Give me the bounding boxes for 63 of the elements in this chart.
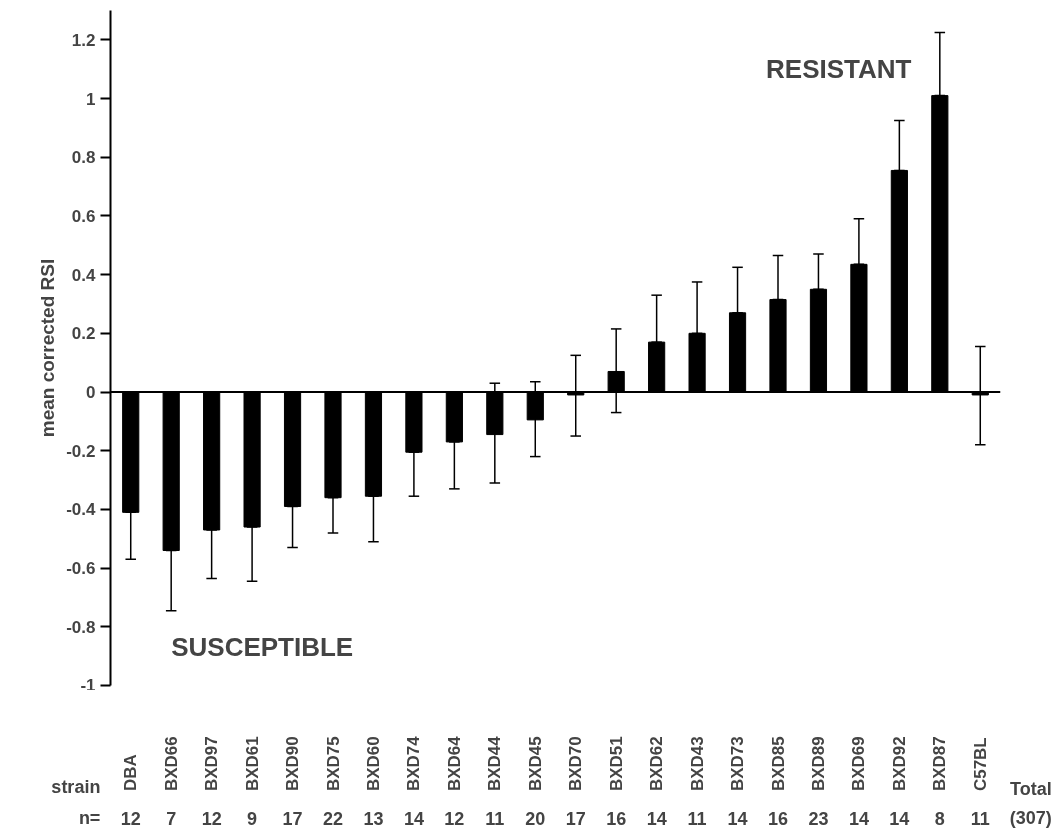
text: 11 [687, 808, 707, 829]
y-tick-label: 0.4 [71, 265, 97, 285]
x-tick-label: BXD60 [363, 736, 383, 792]
text: 20 [525, 808, 546, 829]
x-tick-label: BXD44 [485, 735, 505, 792]
x-tick-label: BXD75 [323, 736, 343, 792]
x-tick-label: DBA [121, 754, 141, 792]
text: Total [1010, 779, 1052, 800]
x-tick-label: BXD45 [525, 736, 545, 792]
text: 23 [808, 808, 829, 829]
text: 17 [282, 808, 303, 829]
x-tick-label: BXD66 [161, 736, 181, 792]
y-tick-label: 0.2 [71, 324, 96, 344]
x-axis-title: strain [51, 776, 101, 797]
y-tick-label: -0.4 [66, 500, 97, 520]
x-tick-label: BXD43 [687, 736, 707, 792]
x-tick-label: BXD74 [404, 735, 424, 792]
x-tick-label: BXD69 [849, 736, 869, 792]
y-tick-label: -0.6 [66, 559, 96, 579]
y-tick-label: 1 [86, 89, 96, 109]
x-tick-label: BXD62 [647, 736, 667, 792]
text: 11 [970, 808, 990, 829]
text: 8 [934, 808, 945, 829]
y-tick-label: 0.6 [71, 206, 96, 226]
y-tick-label: 1.2 [71, 30, 96, 50]
text: 9 [247, 808, 258, 829]
annotation: SUSCEPTIBLE [171, 632, 354, 663]
x-tick-label: BXD90 [283, 736, 303, 792]
x-tick-label: BXD51 [606, 736, 626, 792]
y-axis-title: mean corrected RSI [37, 258, 59, 438]
x-tick-label: BXD97 [202, 736, 222, 792]
annotation: RESISTANT [766, 54, 912, 85]
text: 13 [363, 808, 384, 829]
text: 14 [727, 808, 748, 829]
text: n= [78, 808, 101, 829]
text: 12 [201, 808, 222, 829]
y-tick-label: 0 [86, 383, 96, 403]
x-tick-label: BXD70 [566, 736, 586, 792]
x-tick-label: C57BL [970, 737, 990, 792]
x-tick-label: BXD73 [728, 736, 748, 792]
text: 14 [848, 808, 869, 829]
text: (307) [1009, 808, 1052, 829]
x-tick-label: BXD89 [808, 736, 828, 792]
text: 22 [322, 808, 344, 829]
text: 12 [444, 808, 465, 829]
y-tick-label: -1 [80, 675, 96, 695]
text: 17 [565, 808, 586, 829]
text: 7 [166, 808, 177, 829]
text: 14 [889, 808, 910, 829]
y-tick-label: 0.8 [71, 148, 96, 168]
text: 12 [120, 808, 141, 829]
x-tick-label: BXD61 [242, 736, 262, 792]
text: 16 [606, 808, 627, 829]
x-tick-label: BXD87 [930, 736, 950, 792]
text: 14 [403, 808, 424, 829]
x-tick-label: BXD64 [444, 735, 464, 792]
x-tick-label: BXD85 [768, 736, 788, 792]
text: 14 [646, 808, 667, 829]
y-tick-label: -0.8 [66, 617, 96, 637]
text: 11 [485, 808, 505, 829]
text: 16 [767, 808, 789, 829]
x-tick-label: BXD92 [889, 736, 909, 792]
y-tick-label: -0.2 [66, 441, 96, 461]
